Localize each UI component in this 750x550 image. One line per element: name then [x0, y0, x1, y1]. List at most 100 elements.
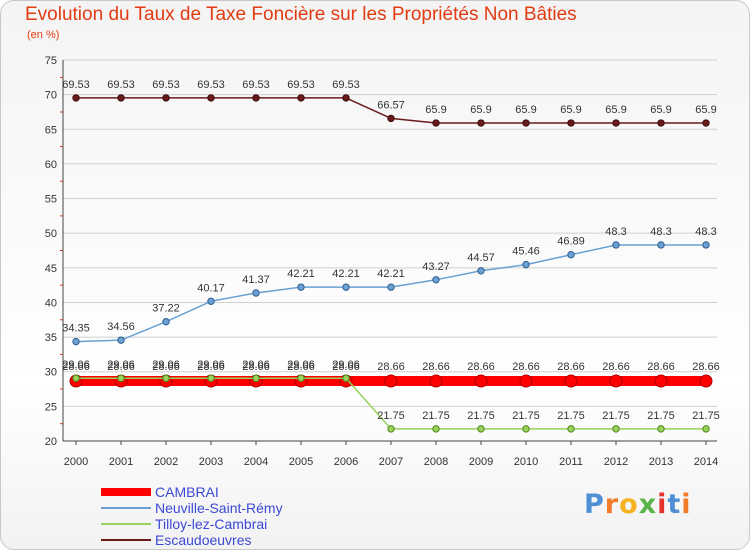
data-point [477, 267, 485, 275]
data-label: 28.66 [107, 361, 135, 373]
data-label: 48.3 [650, 226, 671, 238]
y-tick-label: 70 [45, 90, 57, 102]
data-label: 69.53 [62, 79, 90, 91]
axis-layer: 20 25 30 35 40 45 50 55 60 65 70 75 2000 2001 2002 2003… [45, 55, 718, 468]
data-label: 65.9 [695, 104, 716, 116]
data-point [702, 119, 710, 127]
x-tick-label: 2006 [334, 456, 358, 468]
data-label: 29.06 [197, 359, 225, 371]
logo-letter: t [667, 489, 682, 520]
data-point [297, 374, 305, 382]
data-label: 28.66 [512, 361, 540, 373]
data-point [702, 241, 710, 249]
data-point [342, 374, 350, 382]
data-label: 46.89 [557, 236, 585, 248]
data-point [657, 119, 665, 127]
data-label: 34.35 [62, 323, 90, 335]
data-point [429, 374, 443, 388]
data-point [387, 114, 395, 123]
series-layer [69, 94, 713, 433]
data-point [432, 119, 440, 127]
x-tick-label: 2011 [559, 456, 583, 468]
data-label: 21.75 [557, 410, 585, 422]
data-label: 21.75 [512, 410, 540, 422]
data-point [207, 374, 215, 382]
data-point [522, 425, 530, 433]
legend-label-cambrai: CAMBRAI [155, 484, 219, 500]
data-point [72, 94, 80, 102]
grid-layer [63, 59, 717, 407]
data-point [387, 283, 395, 291]
data-label: 69.53 [332, 79, 360, 91]
data-label: 28.66 [377, 361, 405, 373]
y-tick-label: 65 [45, 124, 57, 136]
y-tick-label: 75 [45, 55, 57, 67]
logo-letter: r [604, 489, 620, 520]
x-tick-label: 2010 [514, 456, 538, 468]
data-point [162, 374, 170, 382]
data-point [609, 374, 623, 388]
data-point [564, 374, 578, 388]
data-label: 28.66 [467, 361, 495, 373]
data-point [432, 276, 440, 284]
data-label: 40.17 [197, 282, 225, 294]
x-tick-label: 2002 [154, 456, 178, 468]
data-point [657, 241, 665, 249]
data-label: 65.9 [515, 104, 536, 116]
data-label: 69.53 [242, 79, 270, 91]
legend-item-neuville-saint-remy: Neuville-Saint-Rémy [101, 500, 351, 517]
data-point [612, 241, 620, 249]
data-point [567, 119, 575, 127]
data-point [162, 94, 170, 102]
data-point [477, 425, 485, 433]
data-point [702, 425, 710, 433]
data-point [162, 318, 170, 326]
data-label: 29.06 [242, 359, 270, 371]
data-label: 28.66 [647, 361, 675, 373]
data-point [384, 374, 398, 388]
legend-swatch-neuville-saint-remy [101, 507, 151, 509]
data-label: 65.9 [425, 104, 446, 116]
data-label: 48.3 [695, 226, 716, 238]
data-point [654, 374, 668, 388]
logo-letter: i [657, 489, 668, 520]
y-tick-label: 35 [45, 332, 57, 344]
y-tick-label: 30 [45, 367, 57, 379]
legend-swatch-cambrai [101, 488, 151, 496]
y-tick-label: 25 [45, 401, 57, 413]
y-tick-label: 55 [45, 194, 57, 206]
data-point [567, 251, 575, 259]
data-point [207, 94, 215, 102]
data-label: 21.75 [602, 410, 630, 422]
x-tick-label: 2012 [604, 456, 628, 468]
data-label: 65.9 [560, 104, 581, 116]
y-tick-label: 60 [45, 159, 57, 171]
data-point [477, 119, 485, 127]
data-label: 69.53 [107, 79, 135, 91]
data-label: 43.27 [422, 261, 450, 273]
data-point [72, 337, 80, 346]
data-point [207, 297, 215, 305]
data-label: 65.9 [650, 104, 671, 116]
data-point [519, 374, 533, 388]
data-label: 21.75 [377, 410, 405, 422]
data-point [522, 260, 530, 269]
data-label: 28.66 [692, 361, 720, 373]
legend-item-escaudoeuvres: Escaudoeuvres [101, 532, 351, 549]
data-label: 28.66 [332, 361, 360, 373]
y-tick-label: 45 [45, 263, 57, 275]
data-label: 37.22 [152, 303, 180, 315]
y-tick-label: 20 [45, 436, 57, 448]
proxiti-logo: Proxiti [584, 489, 692, 520]
data-label: 21.75 [692, 410, 720, 422]
data-point [72, 374, 80, 382]
legend-label-escaudoeuvres: Escaudoeuvres [155, 532, 252, 548]
data-label: 28.66 [557, 361, 585, 373]
series-line-1 [75, 244, 706, 343]
logo-letter: i [681, 489, 692, 520]
x-tick-label: 2003 [199, 456, 223, 468]
legend-swatch-tilloy-lez-cambrai [101, 523, 151, 525]
data-label: 28.66 [287, 361, 315, 373]
data-point [657, 425, 665, 433]
data-label: 41.37 [242, 274, 270, 286]
